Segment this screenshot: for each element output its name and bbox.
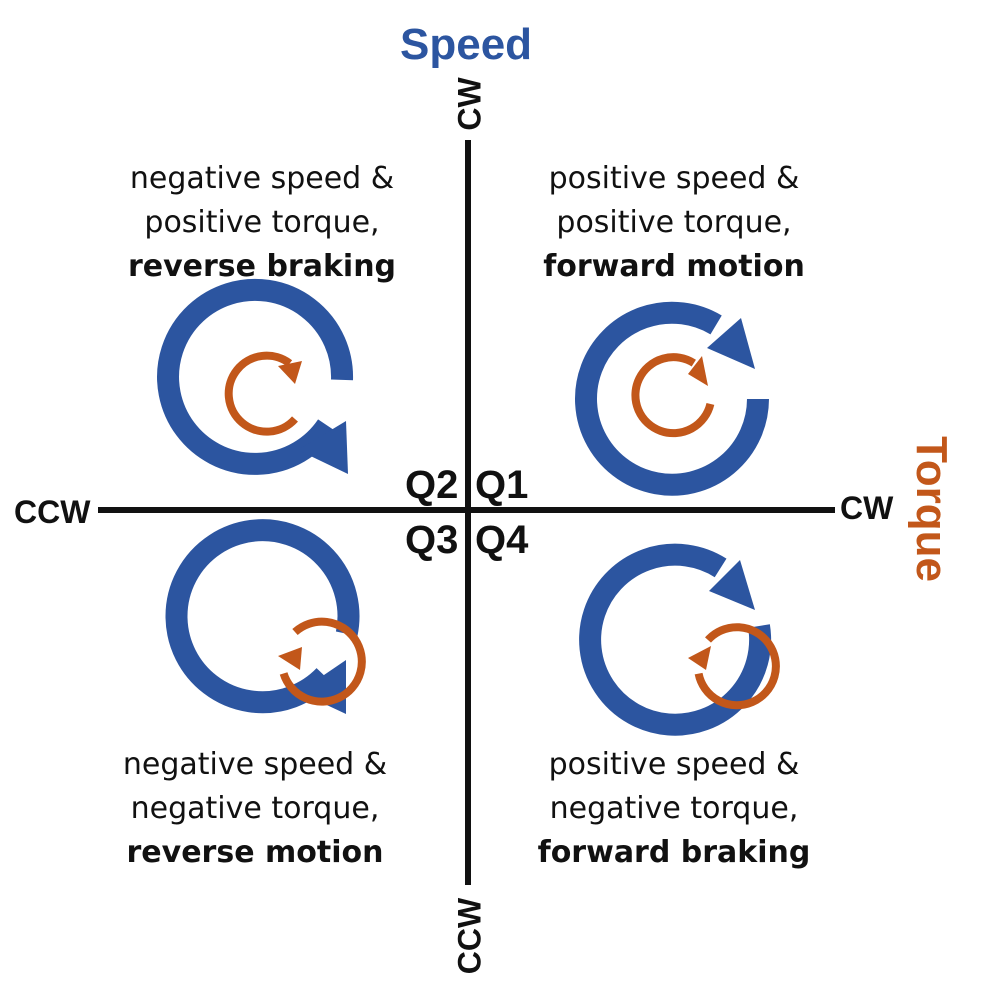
q2-description: negative speed & positive torque, revers… [82,157,442,289]
q4-description: positive speed & negative torque, forwar… [494,743,854,875]
q3-desc-line1: negative speed & [122,747,388,782]
q4-mode: forward braking [537,835,811,870]
torque-axis-left-label: CCW [14,494,91,530]
q2-speed-arrow-icon [157,278,354,475]
q2-rotation-icons [157,278,354,475]
q3-torque-arrow-icon [279,617,366,706]
speed-axis-bottom-label: CCW [451,897,488,975]
q4-speed-arrowhead-icon [709,560,755,610]
speed-axis-top-label: CW [451,77,488,131]
q2-torque-arrowhead-icon [278,361,302,384]
q4-desc-line2: negative torque, [549,791,799,826]
q1-rotation-icons [575,301,769,496]
q4-torque-arrow-icon [694,623,780,710]
q4-speed-arrow-icon [579,543,772,736]
q1-torque-arrow-icon [631,353,715,438]
quadrant-label-q2: Q2 [405,463,459,507]
q1-desc-line2: positive torque, [556,205,792,240]
q4-rotation-icons [579,543,780,736]
q4-desc-line1: positive speed & [548,747,800,782]
q2-desc-line2: positive torque, [144,205,380,240]
speed-axis-title: Speed [400,20,533,69]
q1-mode: forward motion [543,249,805,284]
q2-mode: reverse braking [127,249,397,284]
quadrant-label-q4: Q4 [475,518,529,562]
q3-desc-line2: negative torque, [130,791,380,826]
torque-axis-right-label: CW [840,490,894,526]
q1-speed-arrow-icon [575,301,769,496]
q3-rotation-icons [165,519,366,714]
q1-desc-line1: positive speed & [548,161,800,196]
q2-speed-arrowhead-icon [298,421,348,474]
q2-desc-line1: negative speed & [129,161,395,196]
q3-description: negative speed & negative torque, revers… [75,743,435,875]
q3-mode: reverse motion [126,835,384,870]
quadrant-label-q1: Q1 [475,463,529,507]
q4-torque-arrowhead-icon [688,646,711,670]
q3-speed-arrow-icon [165,519,360,714]
q1-speed-arrowhead-icon [707,318,755,369]
q2-torque-arrow-icon [224,351,298,436]
quadrant-label-q3: Q3 [405,518,459,562]
q3-torque-arrowhead-icon [278,647,302,670]
q1-description: positive speed & positive torque, forwar… [494,157,854,289]
torque-axis-title: Torque [907,436,956,582]
q1-torque-arrowhead-icon [688,356,708,386]
